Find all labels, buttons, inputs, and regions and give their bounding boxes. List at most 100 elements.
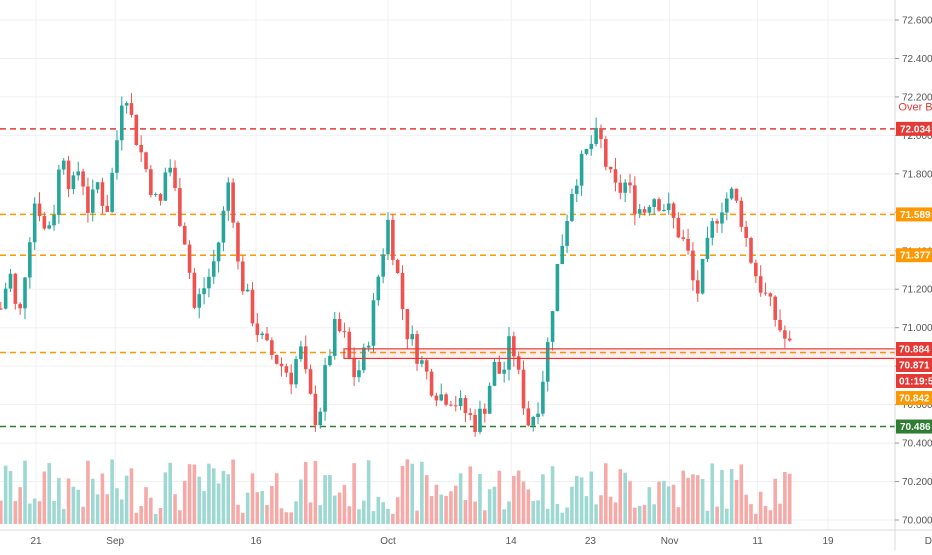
level-price-badge[interactable]	[896, 207, 932, 222]
volume-bar	[226, 474, 231, 524]
candle-body	[526, 408, 531, 426]
volume-bar	[211, 468, 216, 524]
volume-bar	[487, 489, 492, 524]
candle-body	[570, 193, 574, 222]
volume-bar	[149, 497, 153, 524]
price-tick-label: 72.400	[902, 54, 932, 65]
candle-body	[86, 186, 90, 213]
support-zone-box[interactable]	[343, 348, 932, 360]
candle-body	[0, 308, 3, 310]
volume-bar	[453, 485, 458, 524]
volume-bar	[318, 505, 323, 524]
candle-body	[434, 395, 439, 401]
candle-body	[608, 166, 613, 170]
candle-body	[773, 296, 777, 320]
volume-bar	[95, 494, 100, 524]
horizontal-levels[interactable]	[0, 128, 895, 428]
volume-bar	[221, 470, 226, 524]
volume-bar	[783, 472, 787, 524]
volume-bar	[637, 505, 642, 524]
candle-body	[270, 340, 274, 355]
volume-bar	[623, 472, 627, 524]
volume-bar	[695, 475, 700, 524]
candle-body	[23, 277, 27, 309]
volume-bar	[313, 460, 318, 524]
candle-body	[681, 237, 686, 239]
candle-body	[686, 238, 690, 251]
level-price-badge[interactable]	[896, 248, 932, 263]
price-tick-label: 71.800	[902, 169, 932, 180]
candle-body	[758, 276, 763, 293]
volume-bar	[579, 477, 584, 524]
level-price-badge[interactable]	[896, 121, 932, 136]
volume-bar	[584, 496, 589, 524]
volume-bar	[250, 473, 255, 524]
volume-bar	[666, 486, 671, 524]
volume-bar	[391, 513, 395, 524]
candle-body	[211, 261, 216, 277]
volume-bar	[47, 463, 51, 524]
candle-body	[313, 393, 318, 426]
candle-body	[671, 203, 676, 218]
candle-body	[47, 225, 51, 229]
time-axis[interactable]: 21Sep16Oct1423Nov1119Dec16242020	[0, 529, 932, 547]
candle-body	[695, 280, 700, 294]
candle-body	[216, 242, 221, 262]
volume-bar	[81, 506, 85, 524]
volume-bar	[362, 500, 366, 524]
volume-bar	[734, 479, 739, 524]
price-badge[interactable]	[896, 342, 932, 356]
candle-body	[124, 103, 129, 106]
candle-body	[236, 222, 240, 262]
volume-bar	[492, 486, 497, 524]
volume-bar	[386, 508, 390, 524]
price-tick-label: 71.000	[902, 323, 932, 334]
volume-bar	[618, 469, 623, 524]
candle-body	[376, 276, 381, 301]
volume-bar	[28, 503, 32, 524]
candle-body	[739, 200, 744, 227]
candle-body	[182, 225, 187, 245]
volume-bar	[758, 491, 763, 524]
volume-bar	[245, 492, 250, 524]
volume-bar	[120, 499, 124, 524]
candle-body	[76, 171, 81, 176]
volume-bar	[541, 474, 545, 524]
candle-body	[613, 169, 618, 183]
volume-bar	[589, 471, 594, 524]
price-badge-text: 70.871	[899, 361, 930, 372]
candle-body	[599, 127, 603, 140]
candle-body	[139, 144, 143, 153]
candle-body	[478, 408, 482, 432]
price-tick-label: 70.200	[902, 477, 932, 488]
candle-body	[424, 360, 429, 372]
candle-body	[134, 114, 139, 145]
volume-bar	[691, 474, 695, 524]
candle-body	[308, 369, 313, 394]
volume-bar	[197, 476, 202, 524]
volume-bars	[0, 459, 792, 524]
candle-body	[250, 289, 255, 324]
drawings[interactable]: Over Brought ZoneOver Sold3 7 4 7	[343, 99, 932, 519]
price-axis[interactable]: 72.60072.40072.20072.00071.80071.60071.4…	[894, 0, 932, 550]
volume-bar	[531, 500, 535, 524]
volume-bar	[274, 473, 279, 524]
volume-bar	[299, 479, 303, 524]
price-badge[interactable]	[896, 358, 932, 372]
volume-bar	[787, 473, 792, 524]
candle-body	[187, 244, 192, 273]
price-badge[interactable]	[896, 374, 932, 388]
volume-bar	[657, 481, 661, 524]
volume-bar	[32, 498, 37, 524]
candle-body	[178, 188, 182, 226]
volume-bar	[23, 460, 27, 524]
candle-body	[386, 219, 390, 255]
level-price-badge[interactable]	[896, 419, 932, 434]
volume-bar	[153, 513, 158, 524]
candle-body	[105, 205, 110, 212]
price-badge[interactable]	[896, 391, 932, 405]
candle-body	[221, 210, 226, 243]
candle-body	[328, 355, 332, 366]
candle-body	[323, 365, 327, 412]
